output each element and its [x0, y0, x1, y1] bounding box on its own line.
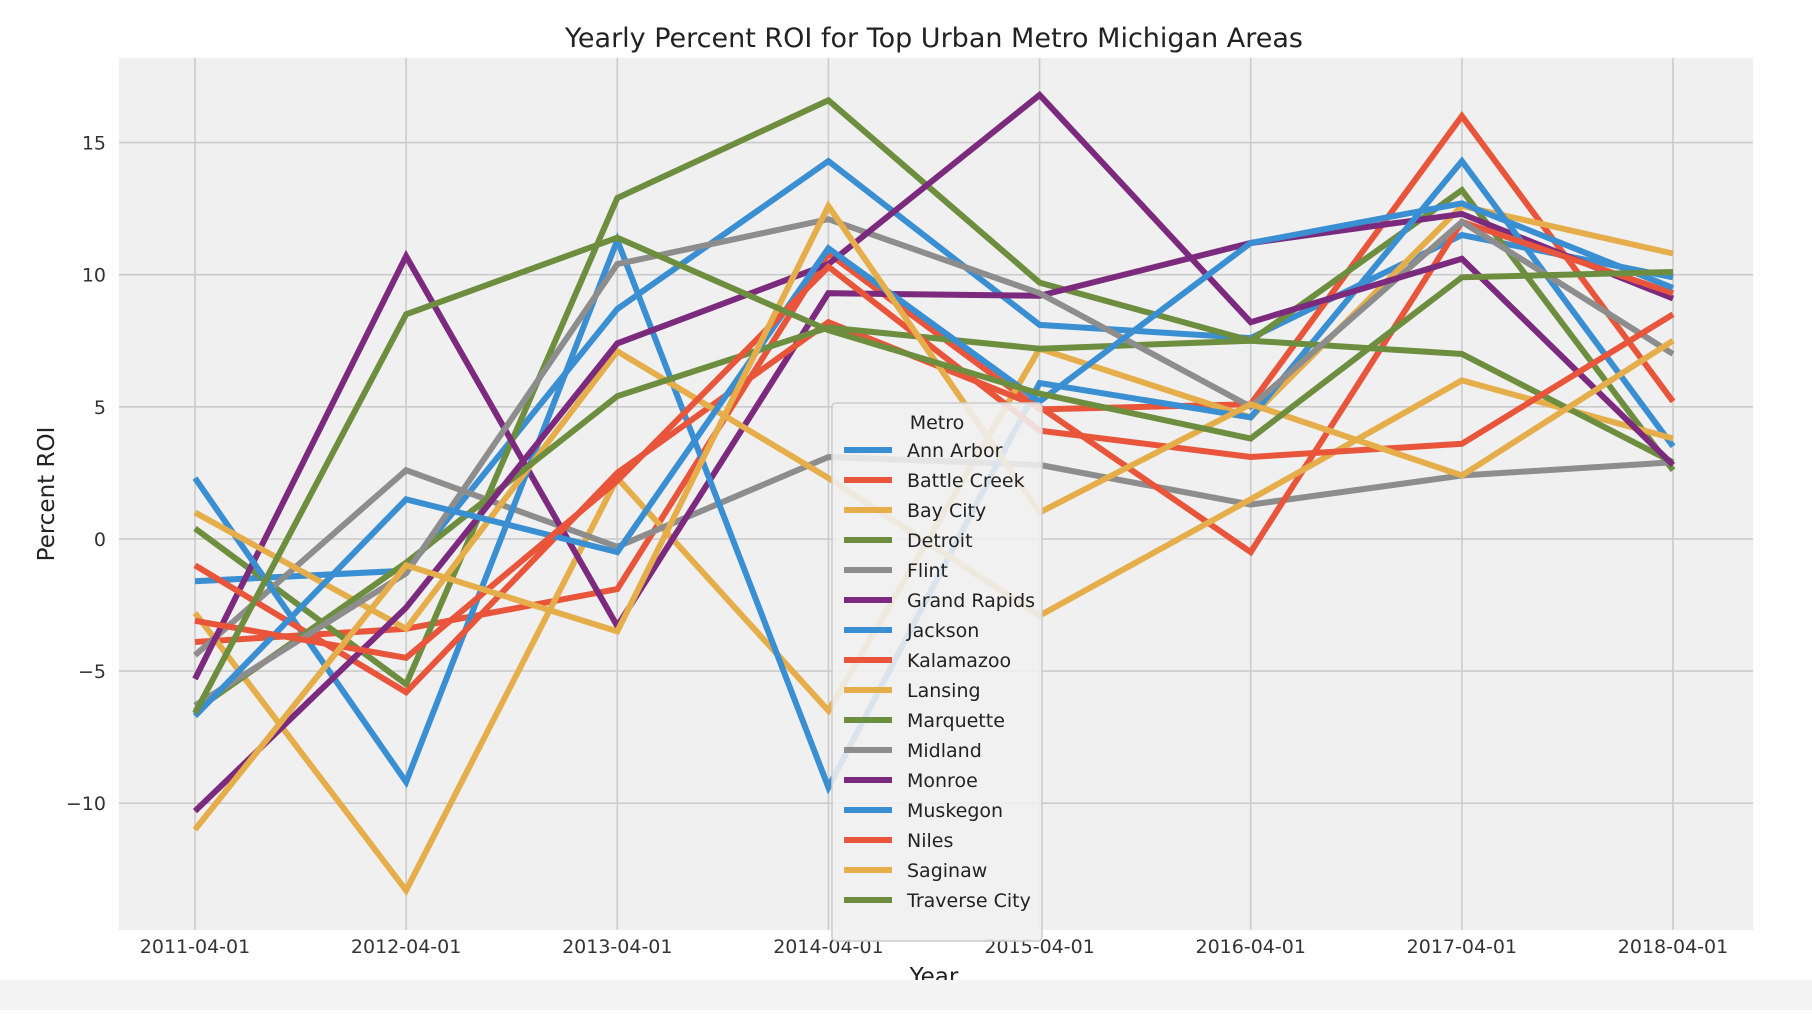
legend-label: Kalamazoo — [907, 650, 1011, 672]
y-axis-label: Percent ROI — [34, 427, 60, 562]
legend-label: Detroit — [907, 530, 973, 552]
series-line — [193, 324, 1675, 714]
x-tick-label: 2013-04-01 — [562, 936, 672, 958]
legend-label: Ann Arbor — [907, 440, 1003, 462]
series-line — [192, 210, 1675, 681]
series-line — [193, 96, 1676, 689]
legend-label: Bay City — [907, 500, 986, 522]
y-tick-label: 5 — [94, 397, 106, 419]
legend-label: Traverse City — [906, 890, 1031, 912]
legend-label: Niles — [907, 830, 953, 852]
chart-title: Yearly Percent ROI for Top Urban Metro M… — [564, 23, 1303, 54]
chart-legend: Metro Ann Arbor Battle Creek Bay City Detroi… — [831, 402, 1043, 942]
legend-label: Battle Creek — [907, 470, 1025, 492]
footer-strip — [0, 980, 1812, 1010]
series-line — [192, 200, 1675, 719]
x-tick-label: 2018-04-01 — [1618, 936, 1728, 958]
legend-title: Metro — [910, 412, 965, 434]
y-tick-label: 15 — [82, 133, 106, 155]
x-tick-label: 2017-04-01 — [1407, 936, 1517, 958]
legend-label: Saginaw — [907, 860, 987, 882]
x-tick-label: 2016-04-01 — [1196, 936, 1306, 958]
y-tick-label: −10 — [66, 793, 106, 815]
y-tick-labels: −10 −5 0 5 10 15 — [66, 133, 106, 816]
legend-label: Midland — [907, 740, 982, 762]
x-tick-label: 2011-04-01 — [140, 936, 250, 958]
y-tick-label: 10 — [82, 265, 106, 287]
legend-label: Grand Rapids — [907, 590, 1035, 612]
x-tick-label: 2012-04-01 — [351, 936, 461, 958]
y-tick-label: 0 — [94, 529, 106, 551]
series-line — [194, 111, 1676, 645]
legend-label: Monroe — [907, 770, 978, 792]
y-tick-label: −5 — [78, 661, 106, 683]
legend-label: Muskegon — [907, 800, 1003, 822]
legend-label: Lansing — [907, 680, 981, 702]
legend-label: Flint — [907, 560, 948, 582]
series-line — [192, 234, 1674, 715]
series-line — [193, 216, 1675, 708]
series-line — [192, 90, 1676, 814]
legend-label: Jackson — [906, 620, 979, 642]
legend-label: Marquette — [907, 710, 1005, 732]
series-line — [194, 262, 1675, 661]
